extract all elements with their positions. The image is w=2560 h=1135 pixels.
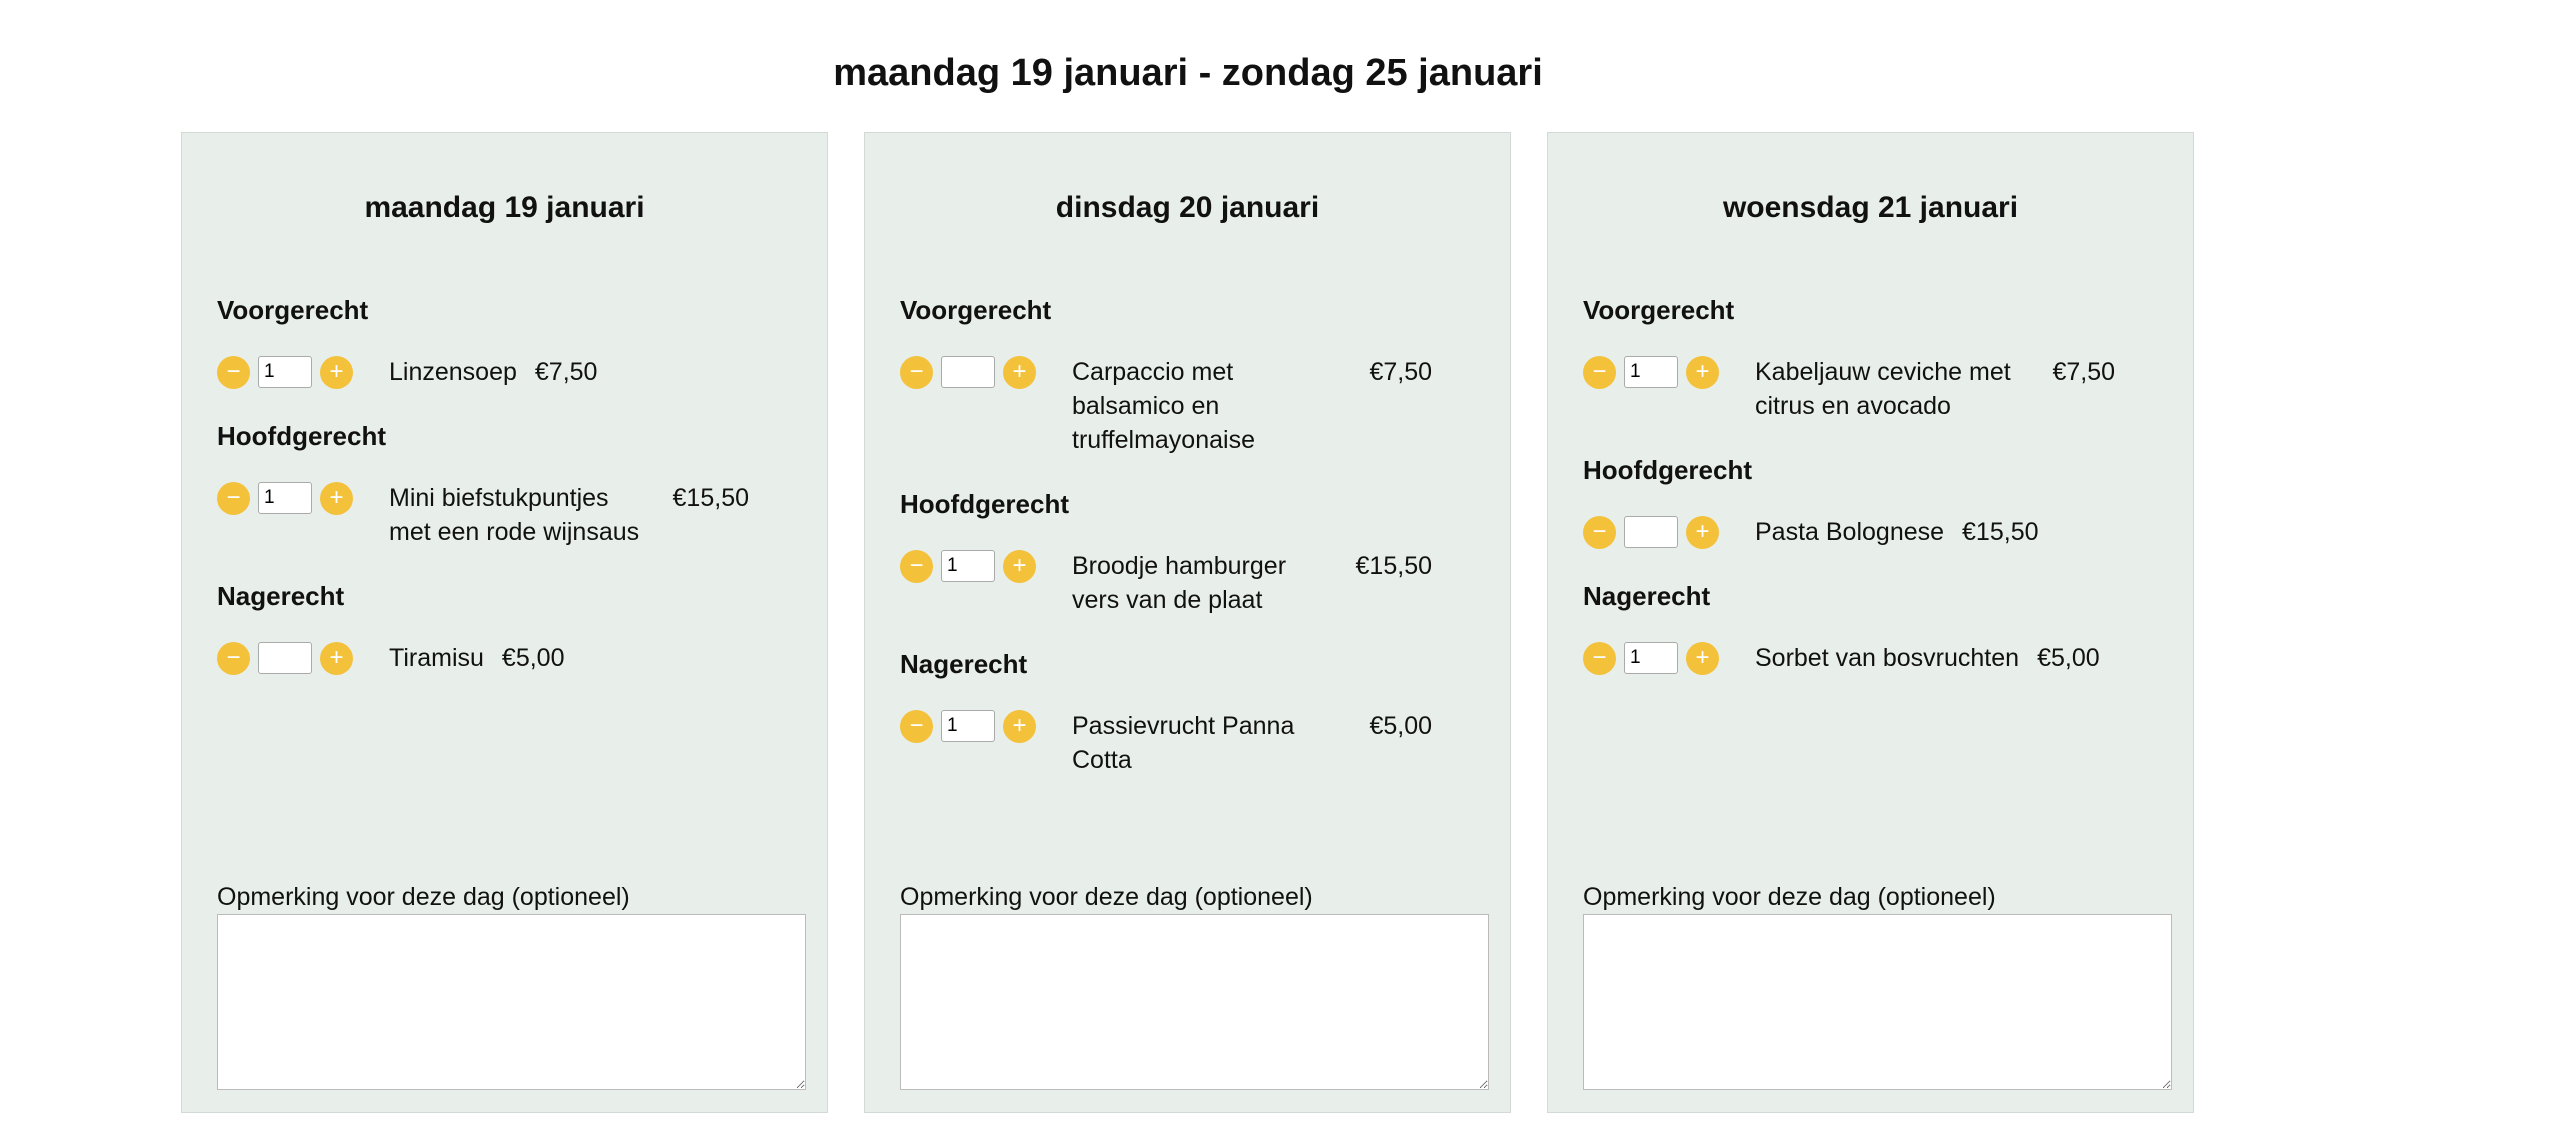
quantity-stepper: − + — [217, 355, 353, 389]
week-title: maandag 19 januari - zondag 25 januari — [833, 52, 1543, 94]
plus-icon[interactable]: + — [1686, 515, 1719, 549]
quantity-stepper: − + — [900, 355, 1036, 389]
dish-price: €5,00 — [2037, 644, 2100, 672]
course-title: Hoofdgerecht — [217, 421, 386, 451]
quantity-input[interactable] — [1624, 356, 1678, 388]
course-section: Hoofdgerecht − + Broodje hamburger vers … — [900, 487, 1480, 617]
quantity-input[interactable] — [941, 710, 995, 742]
minus-icon[interactable]: − — [1583, 355, 1616, 389]
remark-textarea[interactable] — [1583, 914, 2172, 1090]
quantity-stepper: − + — [900, 549, 1036, 583]
dish-row: − + Linzensoep €7,50 — [217, 355, 797, 389]
quantity-stepper: − + — [217, 641, 353, 675]
quantity-input[interactable] — [1624, 642, 1678, 674]
minus-icon[interactable]: − — [217, 481, 250, 515]
course-title: Voorgerecht — [900, 295, 1052, 325]
day-card: maandag 19 januari Voorgerecht − + Linze… — [181, 132, 828, 1113]
minus-icon[interactable]: − — [900, 709, 933, 743]
dish-price: €7,50 — [534, 358, 598, 386]
minus-icon[interactable]: − — [900, 549, 933, 583]
dish-name: Passievrucht Panna Cotta — [1072, 712, 1295, 774]
remark-textarea[interactable] — [217, 914, 806, 1090]
dish-price: €5,00 — [501, 644, 565, 672]
course-title: Hoofdgerecht — [900, 489, 1069, 519]
dish-row: − + Carpaccio met balsamico en truffelma… — [900, 355, 1480, 457]
quantity-stepper: − + — [1583, 515, 1719, 549]
dish-name: Linzensoep — [389, 358, 517, 386]
dish-price: €15,50 — [672, 484, 749, 512]
dish-name: Sorbet van bosvruchten — [1755, 644, 2020, 672]
remark-label: Opmerking voor deze dag (optioneel) — [217, 883, 630, 911]
minus-icon[interactable]: − — [217, 641, 250, 675]
course-section: Voorgerecht − + Carpaccio met balsamico … — [900, 293, 1480, 457]
course-title: Voorgerecht — [1583, 295, 1735, 325]
dish-row: − + Sorbet van bosvruchten €5,00 — [1583, 641, 2163, 675]
dish-row: − + Mini biefstukpuntjes met een rode wi… — [217, 481, 797, 549]
quantity-stepper: − + — [1583, 641, 1719, 675]
quantity-input[interactable] — [1624, 516, 1678, 548]
plus-icon[interactable]: + — [1003, 355, 1036, 389]
quantity-stepper: − + — [217, 481, 353, 515]
course-section: Voorgerecht − + Linzensoep €7,50 — [217, 293, 797, 389]
remark-label: Opmerking voor deze dag (optioneel) — [1583, 883, 1996, 911]
course-title: Nagerecht — [1583, 581, 1711, 611]
dish-row: − + Broodje hamburger vers van de plaat … — [900, 549, 1480, 617]
course-section: Nagerecht − + Tiramisu €5,00 — [217, 579, 797, 675]
minus-icon[interactable]: − — [1583, 515, 1616, 549]
dish-price: €15,50 — [1962, 518, 2039, 546]
minus-icon[interactable]: − — [900, 355, 933, 389]
dish-row: − + Kabeljauw ceviche met citrus en avoc… — [1583, 355, 2163, 423]
course-title: Nagerecht — [217, 581, 345, 611]
plus-icon[interactable]: + — [320, 481, 353, 515]
plus-icon[interactable]: + — [1686, 355, 1719, 389]
plus-icon[interactable]: + — [320, 355, 353, 389]
quantity-stepper: − + — [900, 709, 1036, 743]
course-section: Hoofdgerecht − + Pasta Bolognese €15,50 — [1583, 453, 2163, 549]
quantity-stepper: − + — [1583, 355, 1719, 389]
day-card: woensdag 21 januari Voorgerecht − + Kabe… — [1547, 132, 2194, 1113]
dish-price: €5,00 — [1369, 712, 1432, 740]
dish-row: − + Pasta Bolognese €15,50 — [1583, 515, 2163, 549]
dish-name: Carpaccio met balsamico en truffelmayona… — [1072, 358, 1255, 454]
plus-icon[interactable]: + — [1686, 641, 1719, 675]
dish-row: − + Tiramisu €5,00 — [217, 641, 797, 675]
day-title: dinsdag 20 januari — [1055, 191, 1320, 224]
course-title: Nagerecht — [900, 649, 1028, 679]
course-section: Hoofdgerecht − + Mini biefstukpuntjes me… — [217, 419, 797, 549]
remark-label: Opmerking voor deze dag (optioneel) — [900, 883, 1313, 911]
course-section: Nagerecht − + Passievrucht Panna Cotta €… — [900, 647, 1480, 777]
dish-name: Pasta Bolognese — [1755, 518, 1945, 546]
dish-name: Tiramisu — [389, 644, 484, 672]
quantity-input[interactable] — [258, 482, 312, 514]
minus-icon[interactable]: − — [217, 355, 250, 389]
day-title: maandag 19 januari — [364, 191, 645, 224]
day-card: dinsdag 20 januari Voorgerecht − + Carpa… — [864, 132, 1511, 1113]
dish-name: Kabeljauw ceviche met citrus en avocado — [1755, 358, 2011, 420]
dish-name: Broodje hamburger vers van de plaat — [1072, 552, 1287, 614]
menu: Voorgerecht − + Kabeljauw ceviche met ci… — [1583, 293, 2163, 705]
menu: Voorgerecht − + Linzensoep €7,50 Hoofdge… — [217, 293, 797, 705]
quantity-input[interactable] — [941, 356, 995, 388]
plus-icon[interactable]: + — [320, 641, 353, 675]
dish-price: €15,50 — [1355, 552, 1432, 580]
dish-price: €7,50 — [2052, 358, 2115, 386]
dish-name: Mini biefstukpuntjes met een rode wijnsa… — [389, 484, 640, 546]
dish-price: €7,50 — [1369, 358, 1432, 386]
course-title: Hoofdgerecht — [1583, 455, 1752, 485]
quantity-input[interactable] — [258, 356, 312, 388]
course-section: Voorgerecht − + Kabeljauw ceviche met ci… — [1583, 293, 2163, 423]
quantity-input[interactable] — [941, 550, 995, 582]
remark-textarea[interactable] — [900, 914, 1489, 1090]
quantity-input[interactable] — [258, 642, 312, 674]
dish-row: − + Passievrucht Panna Cotta €5,00 — [900, 709, 1480, 777]
minus-icon[interactable]: − — [1583, 641, 1616, 675]
menu: Voorgerecht − + Carpaccio met balsamico … — [900, 293, 1480, 807]
course-section: Nagerecht − + Sorbet van bosvruchten €5,… — [1583, 579, 2163, 675]
plus-icon[interactable]: + — [1003, 709, 1036, 743]
plus-icon[interactable]: + — [1003, 549, 1036, 583]
day-title: woensdag 21 januari — [1722, 191, 2019, 224]
course-title: Voorgerecht — [217, 295, 369, 325]
